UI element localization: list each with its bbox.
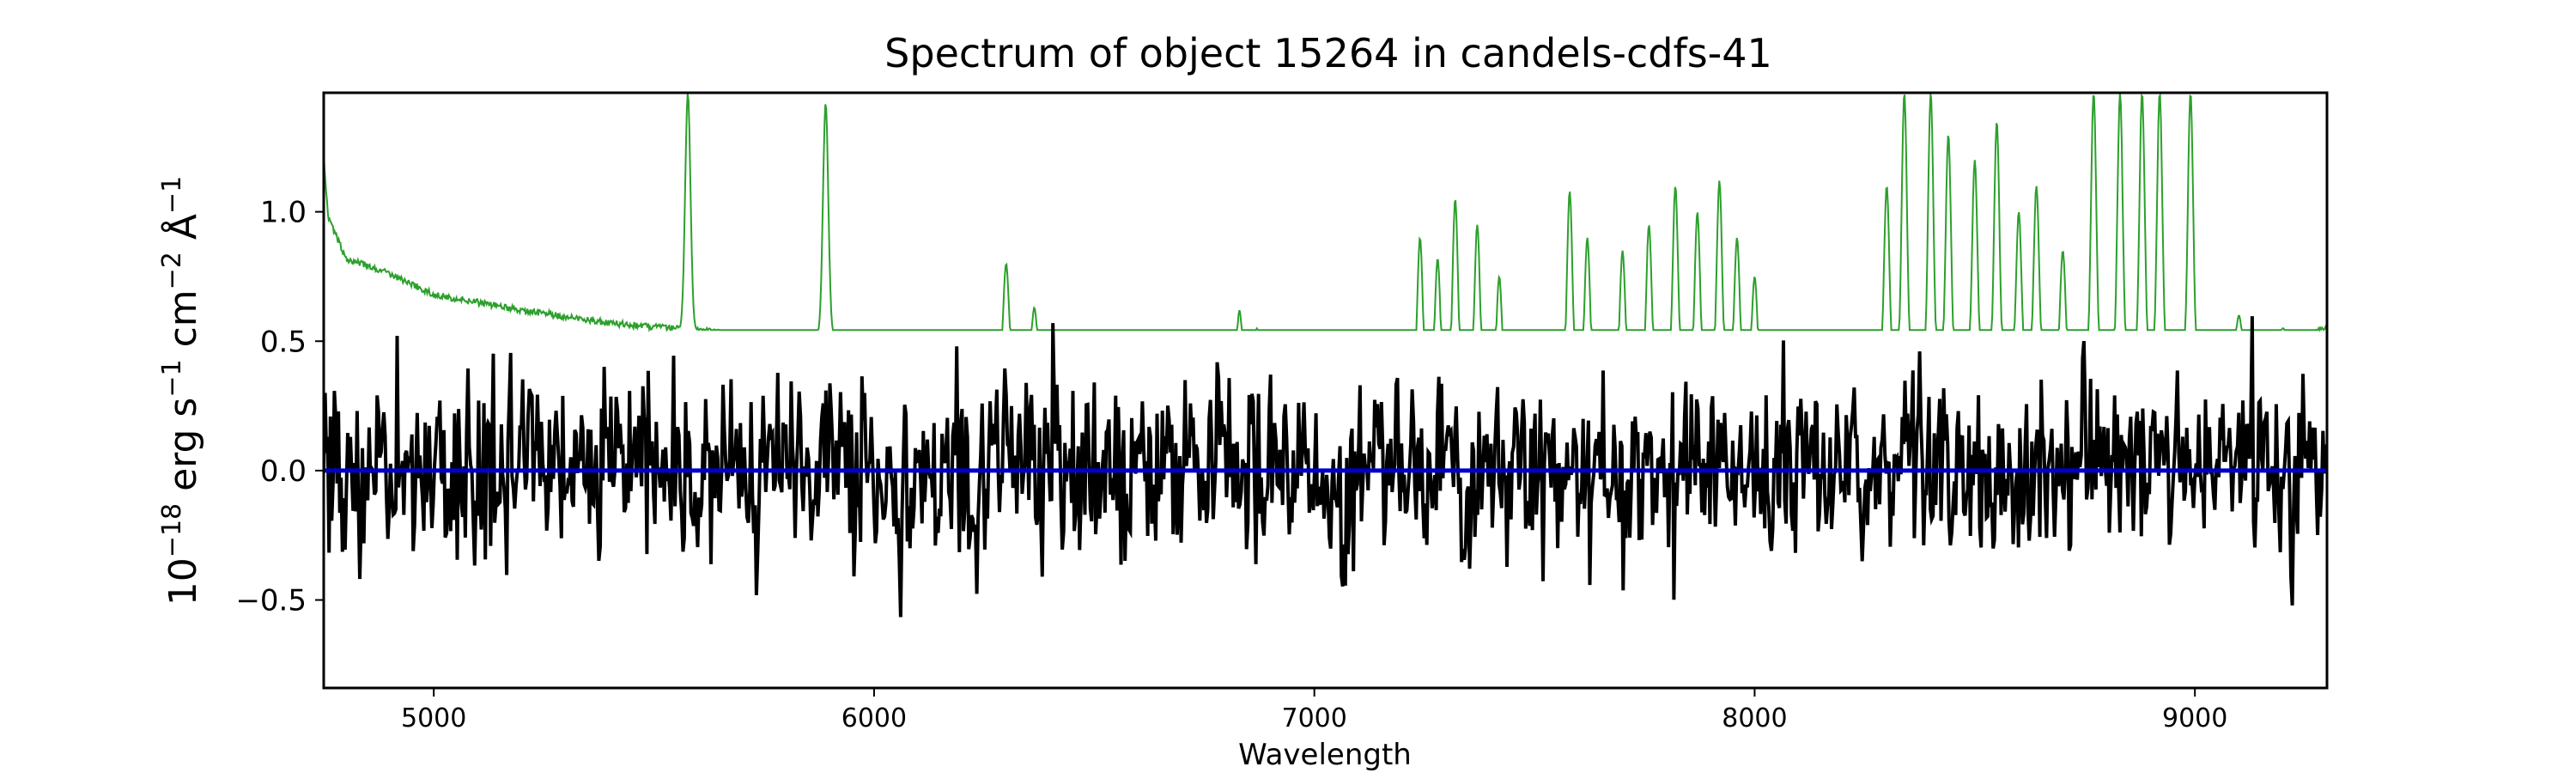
y-tick-label: 0.0 bbox=[260, 454, 307, 489]
error-spectrum-line bbox=[324, 93, 2327, 333]
y-tick-label: 1.0 bbox=[260, 196, 307, 230]
y-tick-label: −0.5 bbox=[235, 584, 307, 618]
x-tick-label: 6000 bbox=[841, 703, 907, 733]
plot-frame bbox=[322, 91, 2329, 690]
x-tick-label: 5000 bbox=[401, 703, 466, 733]
x-tick-label: 8000 bbox=[1722, 703, 1787, 733]
x-axis: 5000 6000 7000 8000 9000 bbox=[401, 688, 2227, 733]
plot-area bbox=[324, 93, 2327, 618]
y-axis: −0.5 0.0 0.5 1.0 bbox=[235, 196, 324, 618]
y-axis-label: 10−18 erg s−1 cm−2 Å−1 bbox=[157, 176, 205, 606]
y-tick-label: 0.5 bbox=[260, 325, 307, 359]
x-axis-label: Wavelength bbox=[1238, 738, 1412, 772]
chart-title: Spectrum of object 15264 in candels-cdfs… bbox=[884, 30, 1772, 76]
flux-spectrum-line bbox=[324, 316, 2327, 618]
x-tick-label: 7000 bbox=[1282, 703, 1347, 733]
x-tick-label: 9000 bbox=[2162, 703, 2227, 733]
